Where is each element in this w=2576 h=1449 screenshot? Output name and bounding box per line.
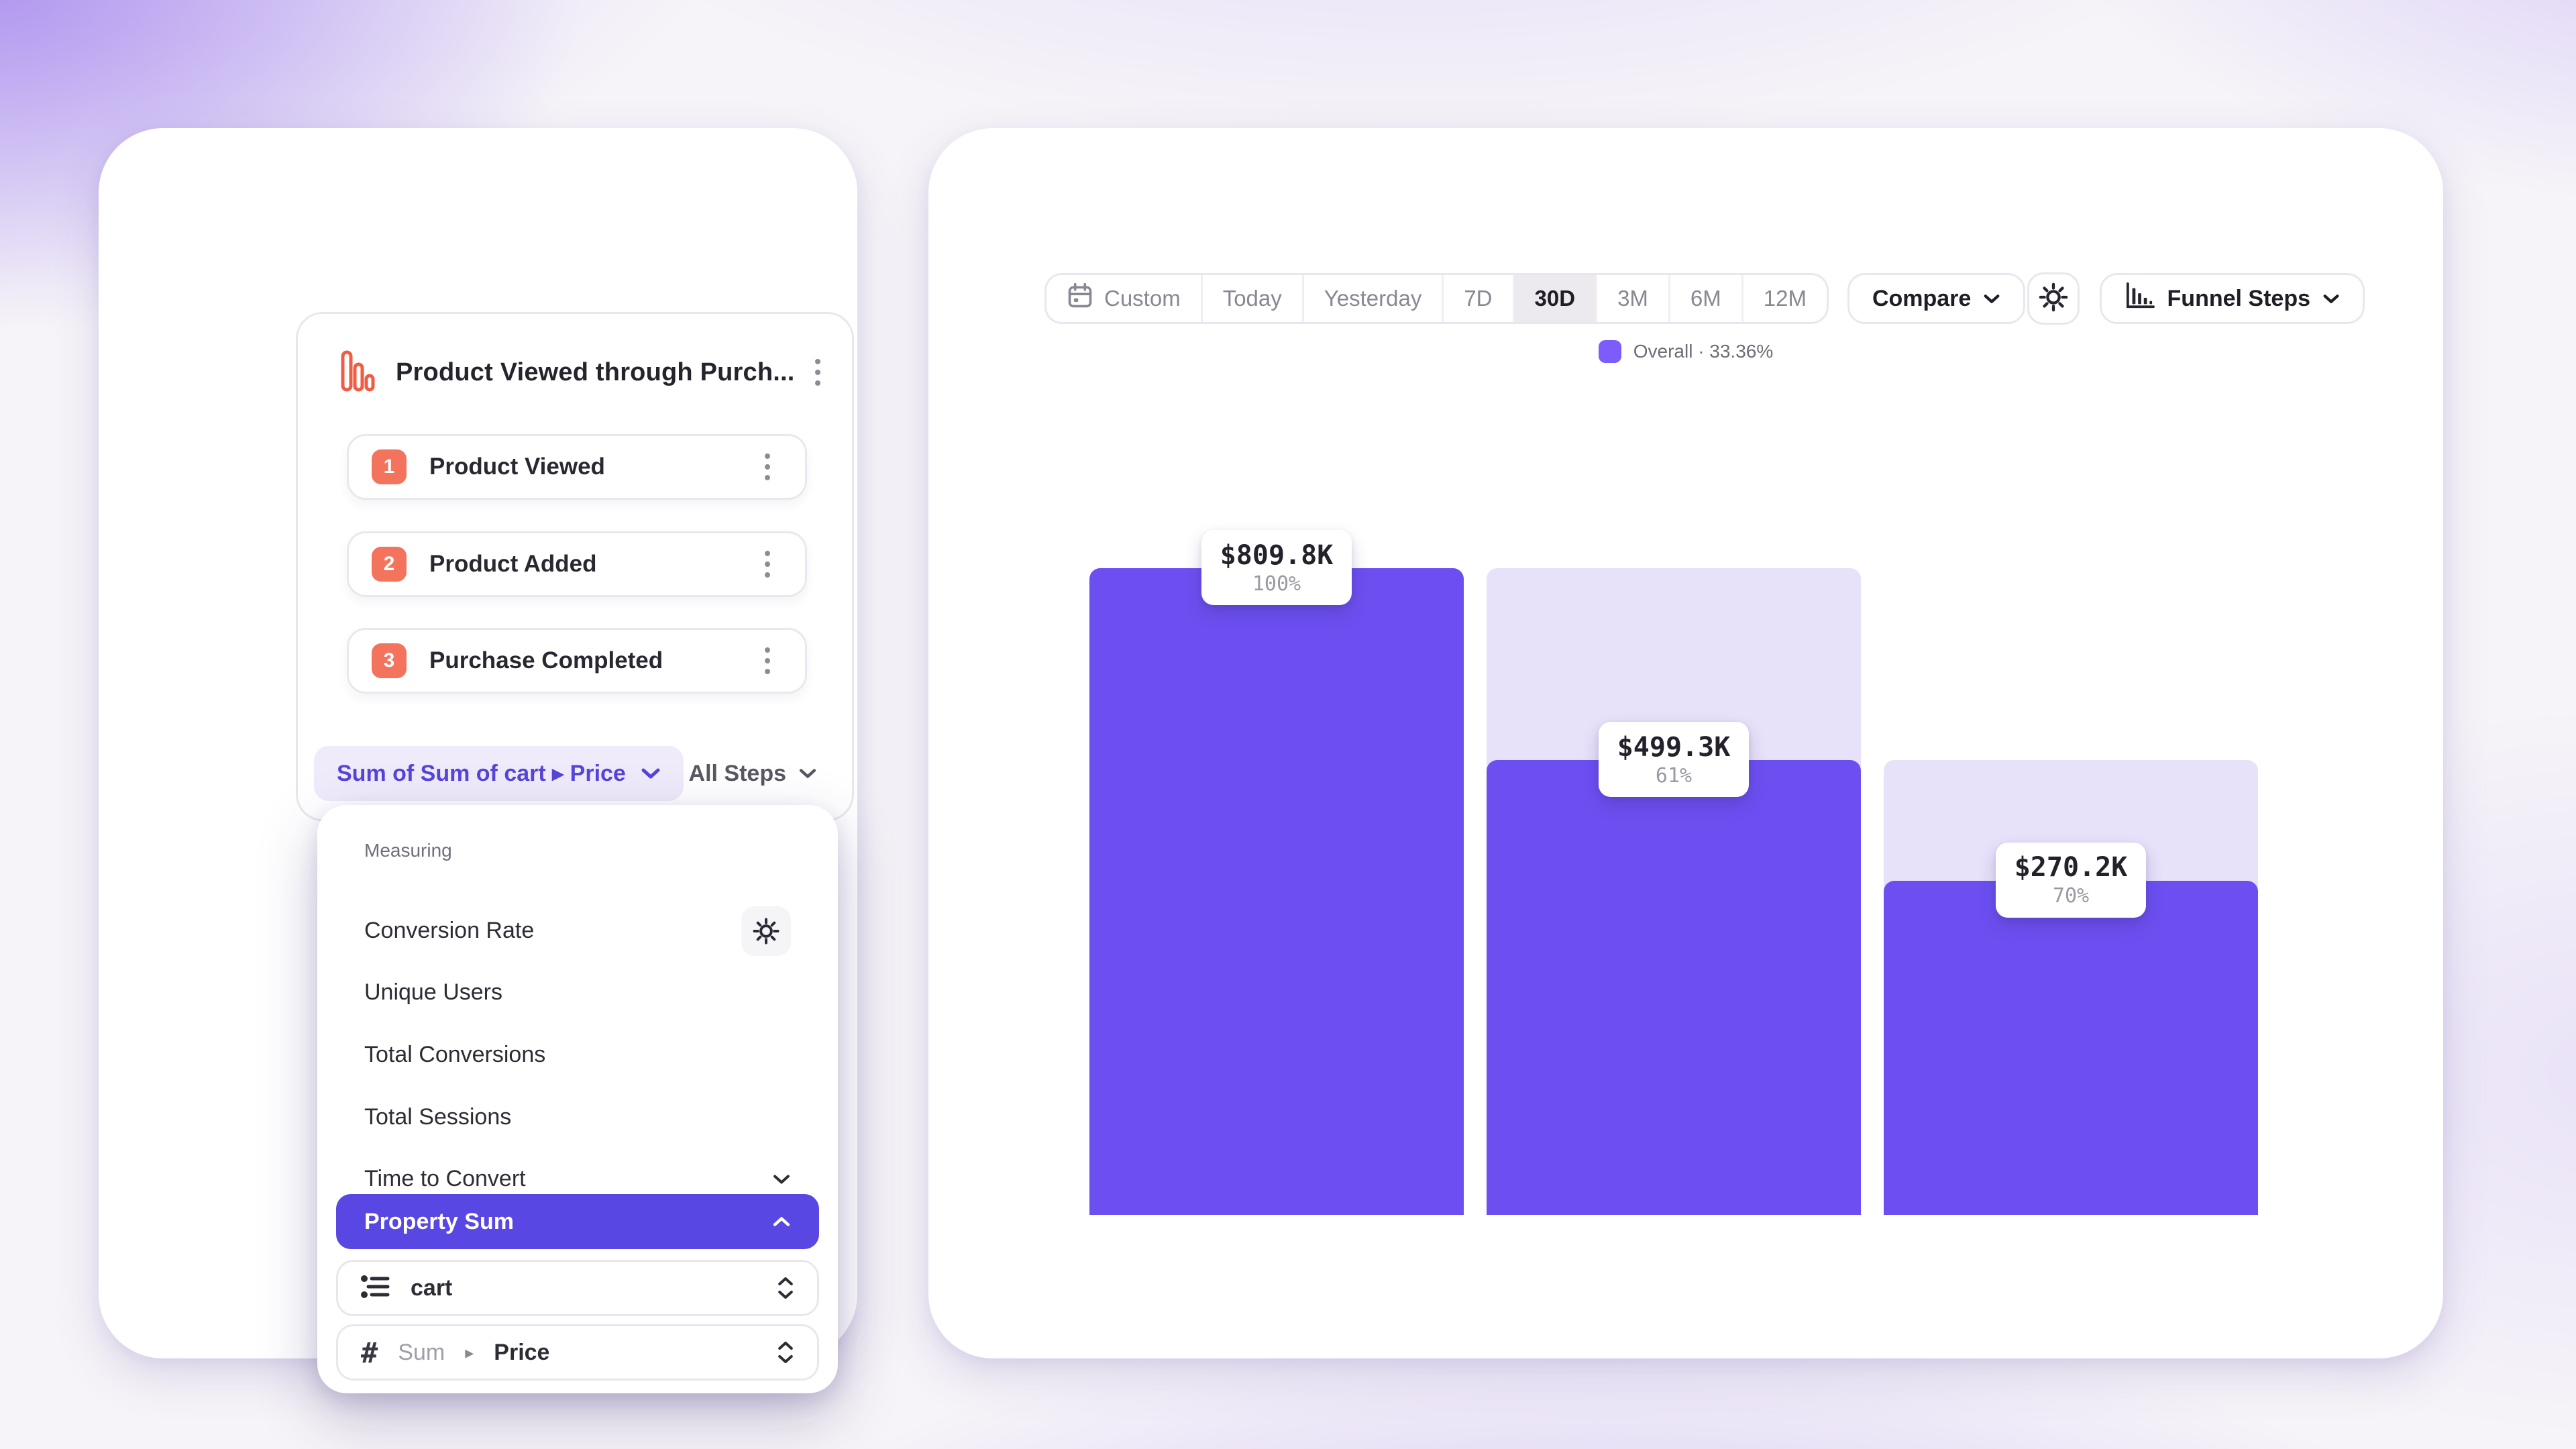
steps-scope-dropdown[interactable]: All Steps: [689, 746, 817, 801]
list-icon: [361, 1273, 390, 1303]
measuring-menu-panel: Measuring Conversion Rate Unique Users T…: [317, 805, 838, 1393]
tab-label: 12M: [1763, 286, 1807, 311]
menu-item-conversion-rate[interactable]: Conversion Rate: [336, 900, 819, 962]
tab-label: Yesterday: [1324, 286, 1422, 311]
measuring-section-label: Measuring: [364, 840, 452, 861]
menu-item-label: Unique Users: [364, 979, 502, 1005]
bar-segment[interactable]: [1487, 760, 1861, 1215]
menu-item-label: Conversion Rate: [364, 918, 535, 943]
property-select-value: cart: [411, 1275, 453, 1301]
tab-label: Custom: [1104, 286, 1181, 311]
bar-value-label: $270.2K 70%: [1996, 842, 2146, 918]
legend-swatch: [1598, 340, 1621, 363]
tab-label: 6M: [1690, 286, 1721, 311]
tab-label: 3M: [1617, 286, 1648, 311]
funnel-bar-step-3: $270.2K 70%: [1884, 568, 2258, 1215]
funnel-steps-icon: [2125, 282, 2155, 316]
step-label: Product Added: [429, 551, 597, 577]
menu-item-total-conversions[interactable]: Total Conversions: [336, 1024, 819, 1086]
menu-item-property-sum-selected[interactable]: Property Sum: [336, 1194, 819, 1249]
chart-legend: Overall · 33.36%: [928, 340, 2443, 363]
menu-item-label: Total Sessions: [364, 1104, 512, 1130]
funnel-bar-step-1: $809.8K 100%: [1089, 530, 1464, 1215]
report-title: Product Viewed through Purch...: [396, 358, 795, 386]
funnel-header: Product Viewed through Purch...: [341, 349, 820, 396]
menu-item-unique-users[interactable]: Unique Users: [336, 961, 819, 1024]
legend-label: Overall · 33.36%: [1633, 341, 1774, 362]
step-number-badge: 2: [372, 547, 407, 582]
chevron-down-icon: [641, 767, 661, 780]
chevron-down-icon: [2322, 293, 2340, 305]
aggregation-prefix: Sum: [398, 1339, 445, 1365]
tab-custom[interactable]: Custom: [1046, 275, 1201, 322]
tab-7d[interactable]: 7D: [1442, 275, 1512, 322]
menu-item-time-to-convert[interactable]: Time to Convert: [336, 1148, 819, 1210]
measuring-value: Sum of Sum of cart ▸ Price: [337, 761, 626, 786]
compare-button[interactable]: Compare: [1847, 273, 2026, 324]
bar-segment[interactable]: [1884, 880, 2258, 1215]
menu-item-label: Time to Convert: [364, 1166, 526, 1191]
bar-value-label: $809.8K 100%: [1201, 530, 1352, 605]
property-select[interactable]: cart: [336, 1260, 819, 1316]
bar-chart-icon: [341, 350, 376, 395]
step-menu-kebab-icon[interactable]: [753, 642, 782, 680]
menu-item-total-sessions[interactable]: Total Sessions: [336, 1086, 819, 1148]
gear-icon[interactable]: [741, 906, 791, 956]
bar-percent: 61%: [1655, 763, 1693, 788]
gear-icon: [2038, 282, 2069, 316]
tab-label: 7D: [1464, 286, 1493, 311]
calendar-icon: [1067, 282, 1093, 315]
tab-label: Today: [1222, 286, 1282, 311]
step-label: Product Viewed: [429, 453, 605, 480]
chart-type-selector[interactable]: Funnel Steps: [2099, 273, 2365, 324]
funnel-bar-chart: $809.8K 100% $499.3K 61% $270.2K 70%: [1089, 530, 2258, 1215]
bar-value-label: $499.3K 61%: [1599, 722, 1749, 798]
chevron-down-icon: [798, 767, 817, 780]
chevron-down-icon: [1983, 293, 2000, 305]
tab-12m[interactable]: 12M: [1741, 275, 1827, 322]
tab-yesterday[interactable]: Yesterday: [1301, 275, 1442, 322]
breadcrumb-arrow: ▸: [465, 1342, 474, 1362]
bar-percent: 100%: [1252, 572, 1301, 596]
step-number-badge: 1: [372, 449, 407, 484]
stepper-icon: [777, 1340, 794, 1364]
bar-value: $499.3K: [1617, 731, 1731, 763]
tab-6m[interactable]: 6M: [1668, 275, 1741, 322]
tab-today[interactable]: Today: [1200, 275, 1302, 322]
funnel-steps-container: Product Viewed through Purch... 1 Produc…: [296, 312, 854, 821]
tab-3m[interactable]: 3M: [1595, 275, 1668, 322]
menu-item-label: Total Conversions: [364, 1042, 546, 1067]
report-menu-kebab-icon[interactable]: [814, 354, 820, 391]
step-number-badge: 3: [372, 643, 407, 678]
chevron-down-icon: [772, 1173, 791, 1185]
compare-label: Compare: [1872, 285, 1972, 311]
chart-type-label: Funnel Steps: [2167, 285, 2310, 311]
measuring-dropdown-trigger[interactable]: Sum of Sum of cart ▸ Price: [314, 746, 684, 801]
step-menu-kebab-icon[interactable]: [753, 545, 782, 583]
tab-30d[interactable]: 30D: [1512, 275, 1596, 322]
step-label: Purchase Completed: [429, 647, 663, 674]
funnel-builder-card: Product Viewed through Purch... 1 Produc…: [99, 128, 857, 1393]
tab-label: 30D: [1534, 286, 1576, 311]
chart-settings-button[interactable]: [2027, 272, 2080, 325]
menu-item-label: Property Sum: [364, 1208, 514, 1234]
funnel-bar-step-2: $499.3K 61%: [1487, 568, 1861, 1215]
chart-card: Custom Today Yesterday 7D 30D 3M 6M 12M …: [928, 128, 2443, 1358]
bar-value: $270.2K: [2014, 852, 2128, 883]
chart-controls: Custom Today Yesterday 7D 30D 3M 6M 12M …: [1044, 272, 2365, 325]
bar-value: $809.8K: [1220, 539, 1334, 571]
bar-segment[interactable]: [1089, 568, 1464, 1215]
funnel-step-row-1[interactable]: 1 Product Viewed: [347, 434, 807, 500]
stepper-icon: [777, 1276, 794, 1300]
bar-percent: 70%: [2052, 884, 2090, 908]
funnel-step-row-3[interactable]: 3 Purchase Completed: [347, 628, 807, 694]
hash-icon: #: [361, 1336, 378, 1369]
date-range-tabs: Custom Today Yesterday 7D 30D 3M 6M 12M: [1044, 273, 1829, 324]
aggregation-select[interactable]: # Sum ▸ Price: [336, 1324, 819, 1381]
steps-scope-value: All Steps: [688, 760, 786, 786]
step-menu-kebab-icon[interactable]: [753, 448, 782, 486]
chevron-up-icon: [772, 1216, 791, 1228]
aggregation-value: Price: [494, 1339, 550, 1365]
funnel-step-row-2[interactable]: 2 Product Added: [347, 531, 807, 597]
